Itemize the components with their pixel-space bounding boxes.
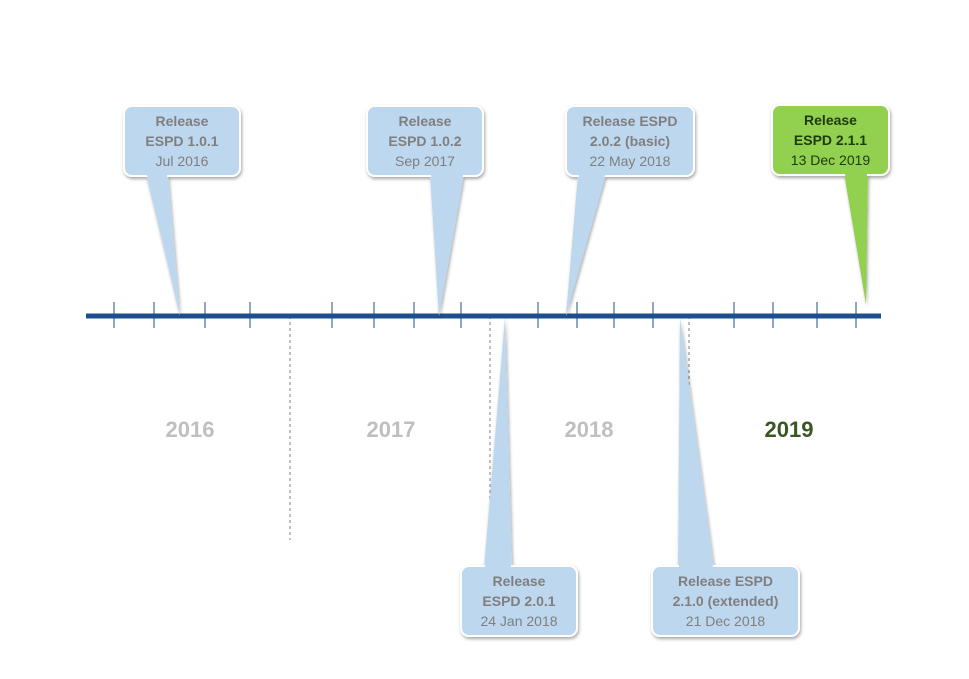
release-callout-espd-2-0-1: Release ESPD 2.0.1 24 Jan 2018	[461, 571, 577, 631]
release-title-line1: Release	[804, 112, 857, 128]
year-label-2019: 2019	[764, 417, 814, 442]
release-date: 21 Dec 2018	[685, 613, 766, 629]
release-title-line1: Release ESPD	[678, 573, 773, 589]
year-label-2016: 2016	[165, 417, 215, 442]
release-callout-espd-1-0-2: Release ESPD 1.0.2 Sep 2017	[367, 111, 483, 171]
year-label-2018: 2018	[564, 417, 614, 442]
callout-shapes	[123, 104, 890, 637]
release-callout-shape	[651, 318, 800, 637]
release-title-line1: Release ESPD	[582, 113, 678, 129]
release-callout-shape	[460, 318, 578, 637]
release-callout-shape	[123, 105, 241, 316]
release-title-line2: ESPD 1.0.2	[388, 133, 462, 149]
timeline-axis	[86, 302, 881, 328]
callout-pointer-join	[147, 175, 180, 316]
callout-box	[366, 105, 484, 177]
callout-pointer-join	[431, 175, 463, 316]
callout-box	[123, 105, 241, 177]
callout-pointer	[146, 174, 180, 316]
year-label-2017: 2017	[366, 417, 416, 442]
callout-box	[651, 565, 800, 637]
release-title-line1: Release	[398, 113, 452, 129]
release-date: Sep 2017	[395, 153, 455, 169]
release-callout-shape	[565, 105, 695, 316]
release-callout-shape	[771, 104, 890, 304]
release-callout-espd-2-0-2: Release ESPD 2.0.2 (basic) 22 May 2018	[566, 111, 694, 171]
callout-pointer-join	[566, 175, 605, 316]
release-date: 13 Dec 2019	[790, 152, 871, 168]
callout-box	[771, 104, 890, 176]
release-title-line2: ESPD 1.0.1	[145, 133, 219, 149]
release-title-line1: Release	[492, 573, 546, 589]
callout-pointer-join	[679, 318, 713, 567]
release-title-line2: ESPD 2.0.1	[482, 593, 556, 609]
release-date: 22 May 2018	[589, 153, 671, 169]
year-separators	[289, 316, 690, 565]
release-callout-espd-2-1-1: Release ESPD 2.1.1 13 Dec 2019	[772, 110, 889, 170]
release-title-line1: Release	[155, 113, 209, 129]
callout-pointer-join	[845, 174, 867, 304]
release-callout-shape	[366, 105, 484, 316]
release-title-line2: 2.1.0 (extended)	[672, 593, 779, 609]
release-callout-espd-1-0-1: Release ESPD 1.0.1 Jul 2016	[124, 111, 240, 171]
release-title-line2: 2.0.2 (basic)	[589, 133, 671, 149]
release-title-line2: ESPD 2.1.1	[793, 132, 868, 148]
release-callout-espd-2-1-0: Release ESPD 2.1.0 (extended) 21 Dec 201…	[652, 571, 799, 631]
release-date: 24 Jan 2018	[480, 613, 558, 629]
release-date: Jul 2016	[155, 153, 209, 169]
callout-box	[460, 565, 578, 637]
callout-pointer-join	[485, 318, 511, 567]
callout-box	[565, 105, 695, 177]
